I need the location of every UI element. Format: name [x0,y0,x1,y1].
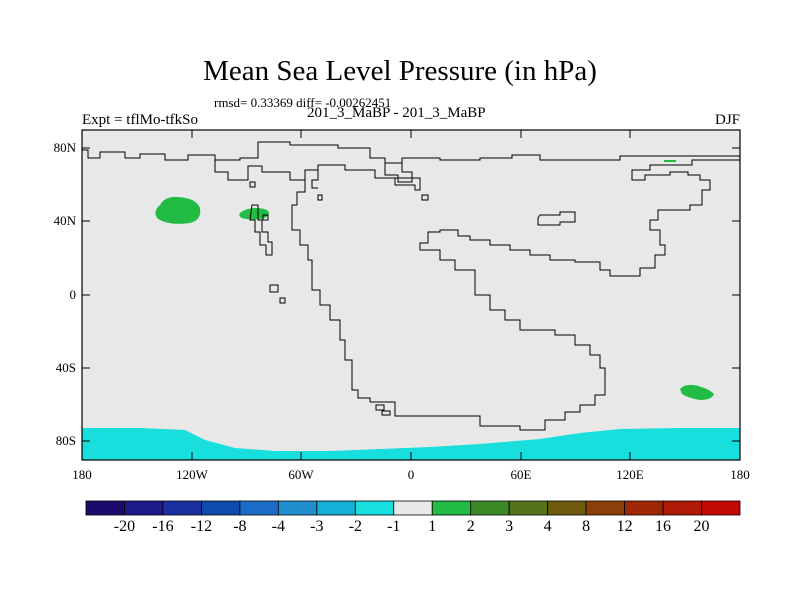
lat-tick-label: 80S [55,433,76,448]
coastline [249,204,273,256]
colorbar-swatch [508,500,549,516]
coastline [375,404,385,411]
colorbar-label: -3 [310,518,324,535]
colorbar-swatch [470,500,510,516]
colorbar-swatch [585,500,625,516]
positive-anomaly-region [239,208,269,220]
coastline [311,170,319,189]
colorbar-label: 1 [428,518,437,535]
colorbar-label: -2 [348,518,362,535]
coastline [82,141,740,164]
colorbar-swatch [85,500,125,516]
coastline [381,410,391,416]
lon-tick-label: 60E [510,467,532,482]
colorbar-swatch [124,500,164,516]
colorbar-label: 4 [543,518,552,535]
colorbar-swatch [701,500,741,516]
lat-tick-label: 80N [53,140,76,155]
colorbar-swatch [624,500,664,516]
axis-ticks [81,130,741,460]
colorbar-label: -16 [152,518,174,535]
coastlines [82,141,740,431]
coastline [370,159,740,431]
coastline [269,284,279,293]
lon-tick-label: 0 [407,467,415,482]
season-label: DJF [714,112,740,128]
positive-anomaly-region [680,384,714,400]
coastline [384,163,413,183]
colorbar-swatch [662,500,702,516]
coastline [262,214,269,221]
lon-tick-label: 120E [616,467,644,482]
colorbar-swatch [431,500,472,516]
colorbar-swatch [354,500,395,516]
colorbar-swatch [162,500,202,516]
lat-tick-label: 40N [53,213,76,228]
coastline [249,181,256,188]
coastline [421,194,429,201]
colorbar-label: -1 [387,518,401,535]
lon-tick-label: 120W [176,467,208,482]
coastline [317,194,323,201]
coastline [537,211,576,226]
positive-anomaly-region [664,160,676,162]
colorbar-swatch [239,500,279,516]
experiment-label: Expt = tflMo-tfkSo [82,112,198,128]
colorbar-label: -12 [190,518,213,535]
colorbar-swatch [201,500,241,516]
colorbar-swatch [393,500,433,516]
page-title: Mean Sea Level Pressure (in hPa) [203,55,597,87]
stats-text: rmsd= 0.33369 diff= -0.00262451 [214,95,392,110]
colorbar-label: 20 [693,518,710,535]
colorbar-label: -20 [113,518,136,535]
colorbar-label: -4 [271,518,285,535]
colorbar-label: 8 [582,518,591,535]
colorbar-swatch [277,500,318,516]
colorbar-label: 16 [655,518,672,535]
lat-tick-label: 0 [69,287,77,302]
lat-tick-label: 40S [55,360,76,375]
lon-tick-label: 180 [72,467,92,482]
coastline [214,160,330,181]
colorbar-swatch [316,500,356,516]
coastline [291,180,371,402]
lon-tick-label: 180 [730,467,750,482]
colorbar-label: 2 [466,518,475,535]
coastline [330,164,421,191]
colorbar-swatch [547,500,587,516]
colorbar-label: -8 [233,518,247,535]
colorbar-label: 3 [505,518,514,535]
comparison-label: 201_3_MaBP - 201_3_MaBP [307,105,486,121]
negative-anomaly-region [82,428,740,460]
colorbar [85,500,741,516]
colorbar-label: 12 [616,518,633,535]
lon-tick-label: 60W [288,467,314,482]
coastline [279,297,286,304]
positive-anomaly-region [155,196,201,224]
